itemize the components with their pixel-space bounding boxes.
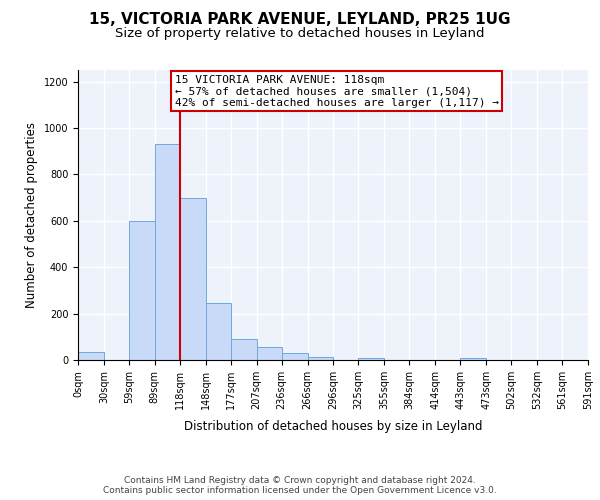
Text: Contains HM Land Registry data © Crown copyright and database right 2024.
Contai: Contains HM Land Registry data © Crown c… [103,476,497,495]
Bar [257,347,281,360]
Bar [281,353,308,360]
Bar [129,221,155,360]
X-axis label: Distribution of detached houses by size in Leyland: Distribution of detached houses by size … [184,420,482,433]
Bar [460,358,486,360]
Bar [358,358,385,360]
Text: 15 VICTORIA PARK AVENUE: 118sqm
← 57% of detached houses are smaller (1,504)
42%: 15 VICTORIA PARK AVENUE: 118sqm ← 57% of… [175,74,499,108]
Bar [206,303,231,360]
Bar [231,339,257,360]
Bar [308,356,334,360]
Text: Size of property relative to detached houses in Leyland: Size of property relative to detached ho… [115,28,485,40]
Y-axis label: Number of detached properties: Number of detached properties [25,122,38,308]
Text: 15, VICTORIA PARK AVENUE, LEYLAND, PR25 1UG: 15, VICTORIA PARK AVENUE, LEYLAND, PR25 … [89,12,511,28]
Bar [180,198,206,360]
Bar [155,144,180,360]
Bar [78,352,104,360]
